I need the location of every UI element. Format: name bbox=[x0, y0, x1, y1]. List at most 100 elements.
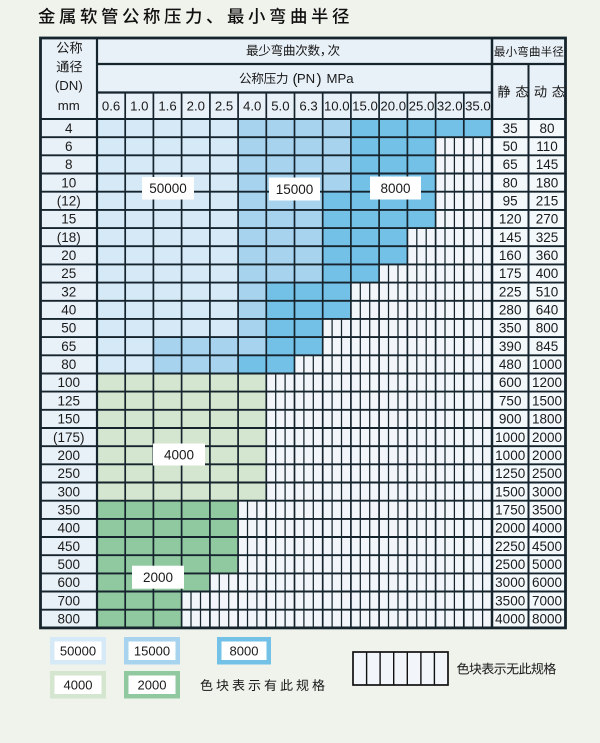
svg-text:2500: 2500 bbox=[532, 466, 562, 481]
svg-text:4500: 4500 bbox=[532, 539, 562, 554]
svg-text:35.0: 35.0 bbox=[465, 99, 491, 114]
svg-text:40: 40 bbox=[61, 303, 76, 318]
svg-text:280: 280 bbox=[499, 303, 522, 318]
svg-text:(DN): (DN) bbox=[55, 78, 83, 93]
svg-text:1000: 1000 bbox=[532, 357, 562, 372]
svg-text:4000: 4000 bbox=[532, 521, 562, 536]
svg-text:450: 450 bbox=[58, 539, 81, 554]
svg-text:2000: 2000 bbox=[495, 521, 525, 536]
svg-text:80: 80 bbox=[539, 121, 554, 136]
svg-text:6: 6 bbox=[65, 139, 73, 154]
svg-text:2000: 2000 bbox=[532, 448, 562, 463]
svg-text:4000: 4000 bbox=[164, 447, 194, 462]
svg-text:250: 250 bbox=[58, 466, 81, 481]
svg-text:215: 215 bbox=[536, 194, 559, 209]
svg-text:600: 600 bbox=[58, 575, 81, 590]
svg-text:350: 350 bbox=[58, 503, 81, 518]
svg-text:2000: 2000 bbox=[532, 430, 562, 445]
svg-text:145: 145 bbox=[499, 230, 522, 245]
svg-text:(18): (18) bbox=[57, 230, 81, 245]
svg-text:2.5: 2.5 bbox=[215, 99, 233, 114]
svg-text:2250: 2250 bbox=[495, 539, 525, 554]
svg-text:3000: 3000 bbox=[532, 484, 562, 499]
svg-text:15.0: 15.0 bbox=[352, 99, 378, 114]
svg-text:125: 125 bbox=[58, 393, 81, 408]
svg-text:7000: 7000 bbox=[532, 593, 562, 608]
svg-text:15: 15 bbox=[61, 212, 76, 227]
svg-text:175: 175 bbox=[499, 266, 522, 281]
svg-text:500: 500 bbox=[58, 557, 81, 572]
svg-text:(: ( bbox=[293, 71, 298, 88]
svg-text:50: 50 bbox=[61, 321, 76, 336]
svg-text:1250: 1250 bbox=[495, 466, 525, 481]
svg-text:(175): (175) bbox=[53, 430, 85, 445]
svg-text:1.0: 1.0 bbox=[130, 99, 148, 114]
svg-text:300: 300 bbox=[58, 484, 81, 499]
svg-text:8000: 8000 bbox=[532, 612, 562, 627]
svg-text:110: 110 bbox=[536, 139, 558, 154]
svg-text:6000: 6000 bbox=[532, 575, 562, 590]
svg-text:50: 50 bbox=[503, 139, 518, 154]
svg-text:200: 200 bbox=[58, 448, 81, 463]
svg-text:160: 160 bbox=[499, 248, 522, 263]
svg-text:0.6: 0.6 bbox=[102, 99, 120, 114]
svg-text:325: 325 bbox=[536, 230, 559, 245]
svg-text:20.0: 20.0 bbox=[380, 99, 406, 114]
svg-text:1.6: 1.6 bbox=[158, 99, 176, 114]
svg-text:4000: 4000 bbox=[64, 677, 93, 692]
svg-text:8000: 8000 bbox=[380, 181, 410, 196]
svg-text:15000: 15000 bbox=[134, 643, 170, 658]
svg-text:1200: 1200 bbox=[532, 375, 562, 390]
svg-text:25.0: 25.0 bbox=[409, 99, 435, 114]
svg-text:400: 400 bbox=[536, 266, 559, 281]
svg-text:800: 800 bbox=[58, 612, 81, 627]
svg-text:(12): (12) bbox=[57, 194, 81, 209]
svg-text:50000: 50000 bbox=[60, 643, 96, 658]
svg-text:120: 120 bbox=[499, 212, 522, 227]
svg-text:25: 25 bbox=[61, 266, 76, 281]
svg-text:180: 180 bbox=[536, 175, 559, 190]
svg-text:390: 390 bbox=[499, 339, 522, 354]
svg-text:80: 80 bbox=[61, 357, 76, 372]
svg-text:3500: 3500 bbox=[495, 593, 525, 608]
svg-text:3000: 3000 bbox=[495, 575, 525, 590]
svg-text:1800: 1800 bbox=[532, 412, 562, 427]
svg-text:5.0: 5.0 bbox=[271, 99, 289, 114]
svg-text:35: 35 bbox=[503, 121, 518, 136]
svg-text:600: 600 bbox=[499, 375, 522, 390]
svg-text:480: 480 bbox=[499, 357, 522, 372]
svg-text:32: 32 bbox=[61, 284, 76, 299]
svg-text:150: 150 bbox=[58, 412, 81, 427]
svg-text:225: 225 bbox=[499, 284, 522, 299]
svg-text:PN: PN bbox=[297, 71, 315, 86]
svg-text:10: 10 bbox=[61, 175, 76, 190]
svg-text:1750: 1750 bbox=[495, 503, 525, 518]
svg-text:20: 20 bbox=[61, 248, 76, 263]
svg-text:65: 65 bbox=[503, 157, 518, 172]
svg-text:MPa: MPa bbox=[327, 71, 355, 86]
svg-text:95: 95 bbox=[503, 194, 518, 209]
svg-text:4: 4 bbox=[65, 121, 73, 136]
svg-text:750: 750 bbox=[499, 393, 522, 408]
svg-text:32.0: 32.0 bbox=[437, 99, 463, 114]
svg-text:1500: 1500 bbox=[532, 393, 562, 408]
svg-text:270: 270 bbox=[536, 212, 559, 227]
svg-text:1000: 1000 bbox=[495, 430, 525, 445]
svg-text:6.3: 6.3 bbox=[299, 99, 317, 114]
svg-text:80: 80 bbox=[503, 175, 518, 190]
svg-text:100: 100 bbox=[58, 375, 81, 390]
svg-text:65: 65 bbox=[61, 339, 76, 354]
svg-text:1000: 1000 bbox=[495, 448, 525, 463]
svg-text:1500: 1500 bbox=[495, 484, 525, 499]
svg-text:900: 900 bbox=[499, 412, 522, 427]
svg-text:4.0: 4.0 bbox=[243, 99, 261, 114]
svg-text:2000: 2000 bbox=[143, 570, 173, 585]
svg-text:700: 700 bbox=[58, 593, 81, 608]
svg-text:8000: 8000 bbox=[230, 643, 259, 658]
svg-text:15000: 15000 bbox=[276, 182, 314, 197]
svg-text:350: 350 bbox=[499, 321, 522, 336]
svg-text:10.0: 10.0 bbox=[324, 99, 350, 114]
svg-text:145: 145 bbox=[536, 157, 559, 172]
svg-text:2000: 2000 bbox=[138, 677, 167, 692]
svg-text:8: 8 bbox=[65, 157, 73, 172]
